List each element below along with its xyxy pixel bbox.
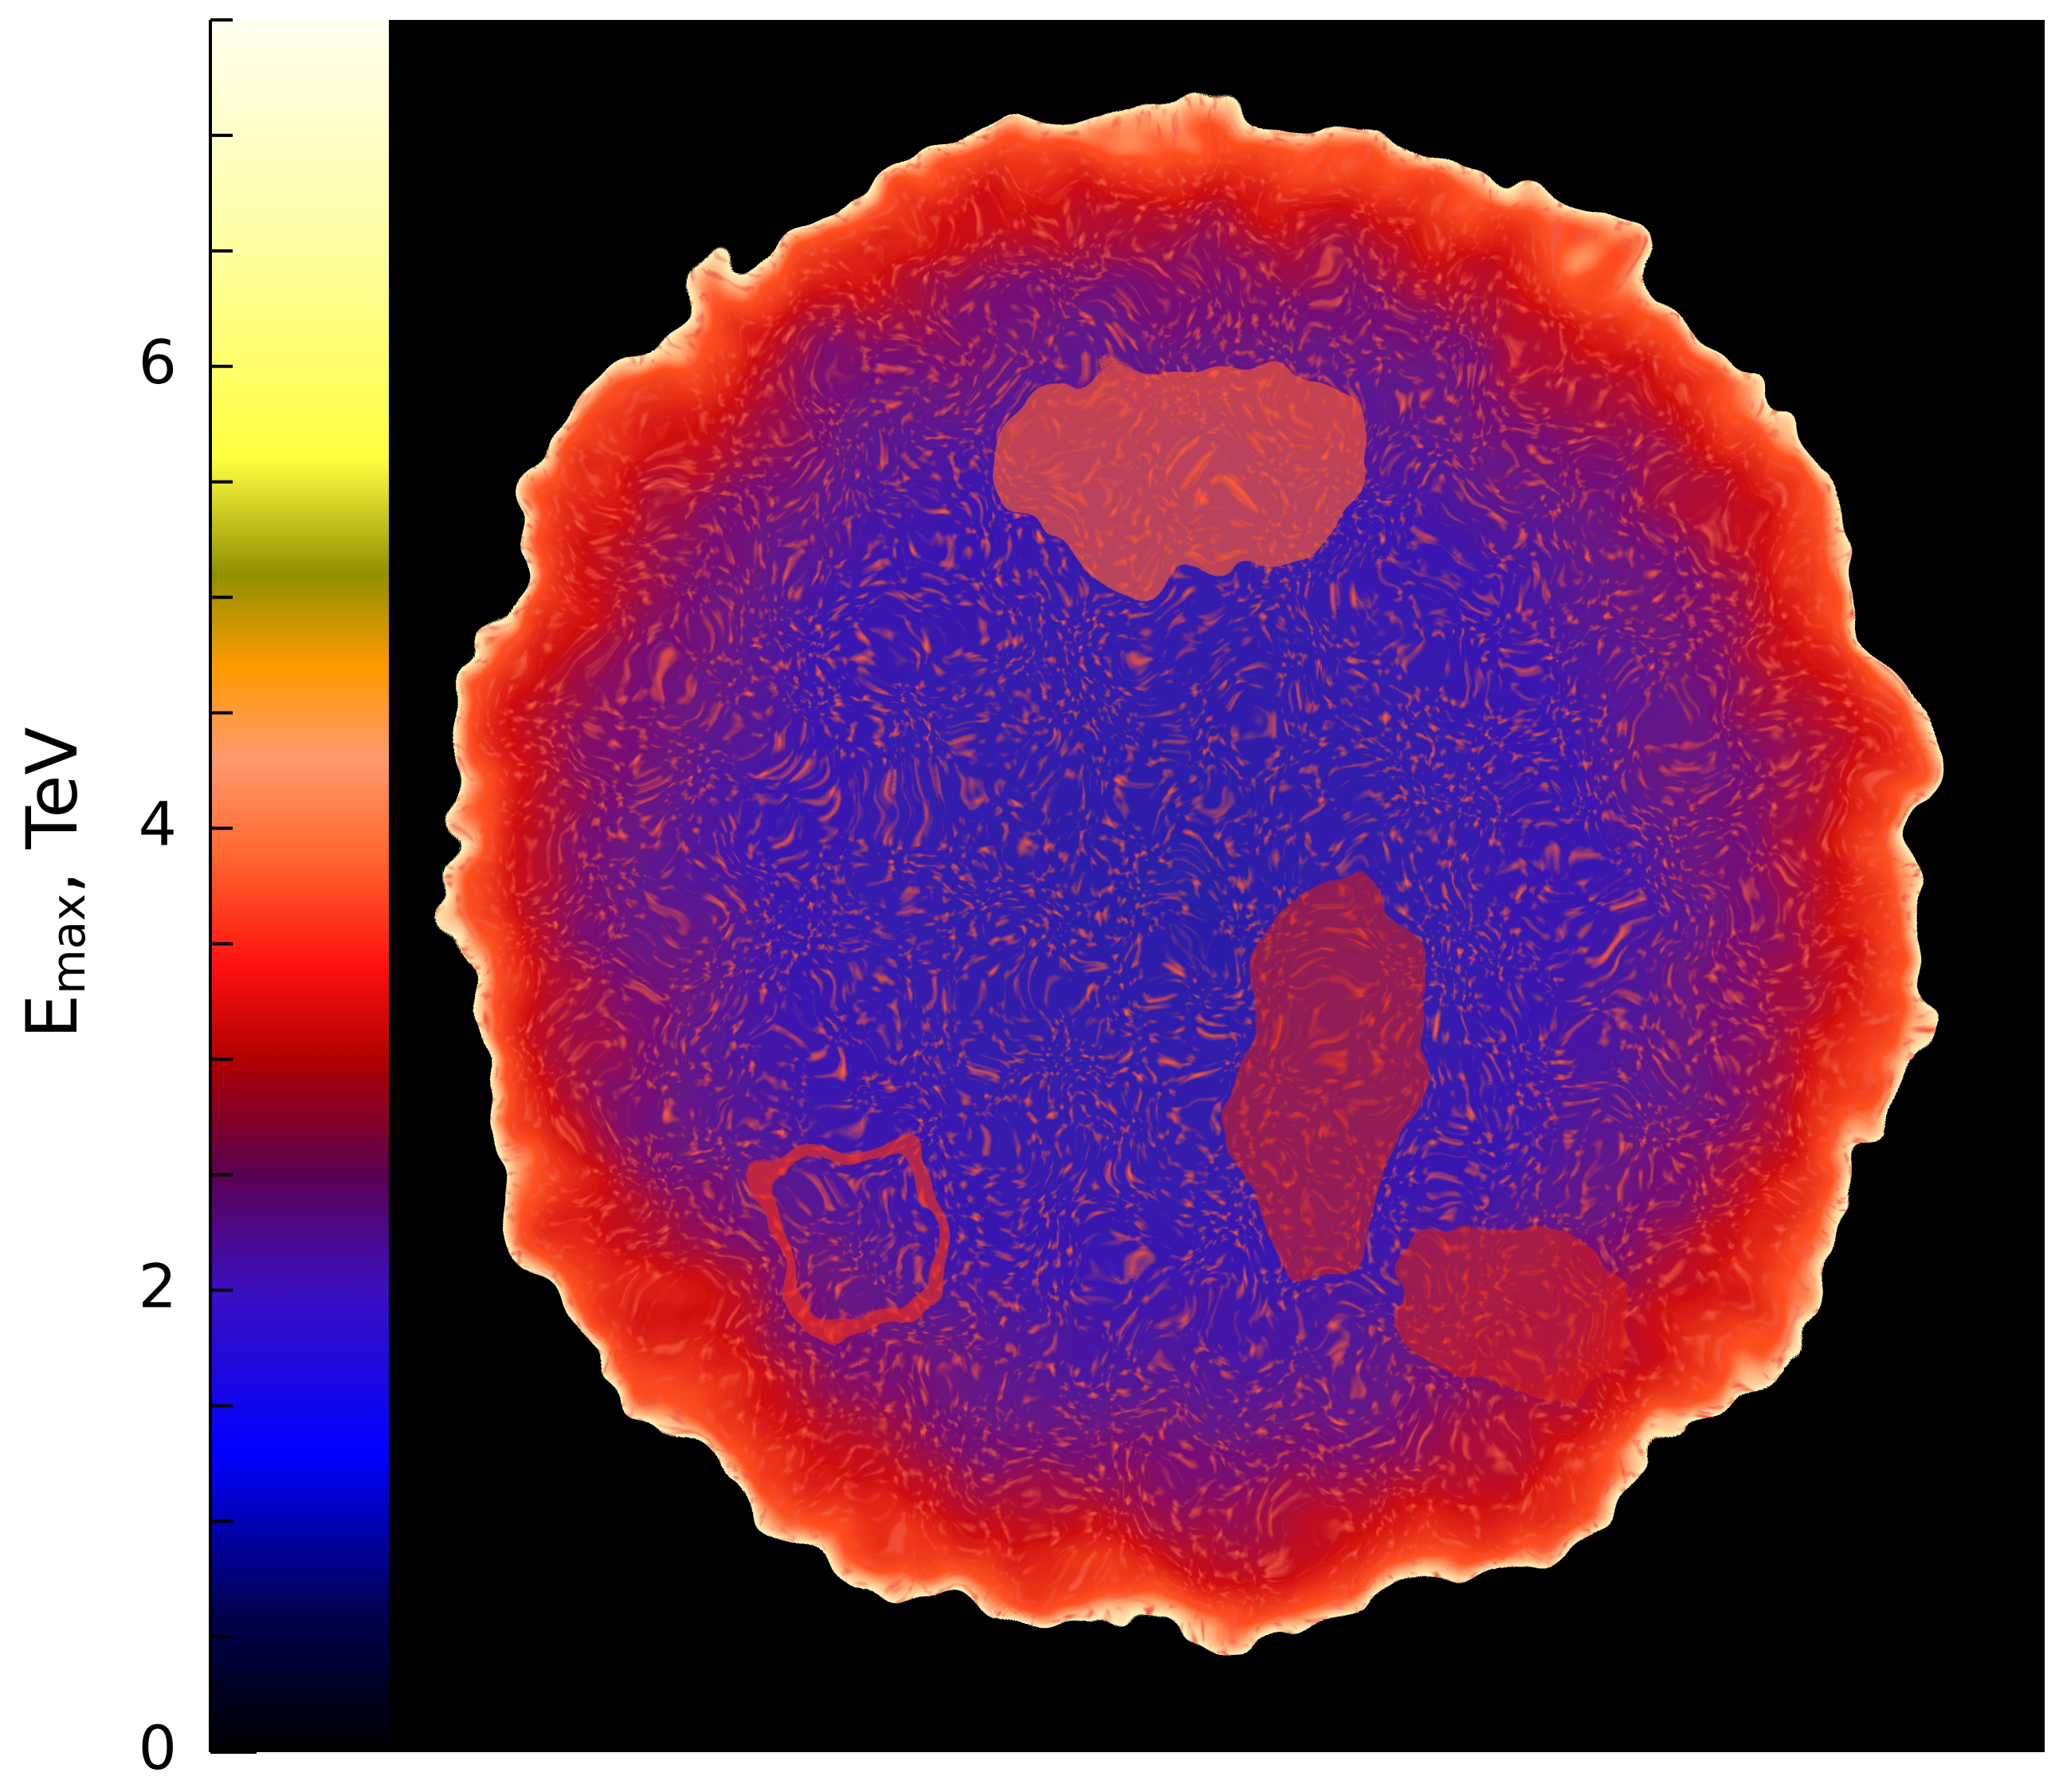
y-tick-label: 2 bbox=[139, 1250, 177, 1321]
label-unit: , TeV bbox=[11, 727, 93, 893]
y-tick-label: 4 bbox=[139, 789, 177, 860]
colorbar-label: Emax, TeV bbox=[11, 727, 96, 1038]
label-main: E bbox=[11, 994, 93, 1039]
colorbar-label-text: Emax, TeV bbox=[11, 727, 96, 1038]
y-tick-label: 6 bbox=[139, 327, 177, 398]
label-sub: max bbox=[41, 894, 96, 994]
colorbar bbox=[210, 20, 389, 1752]
y-tick-label: 0 bbox=[139, 1712, 177, 1783]
remnant-map bbox=[438, 112, 1920, 1641]
